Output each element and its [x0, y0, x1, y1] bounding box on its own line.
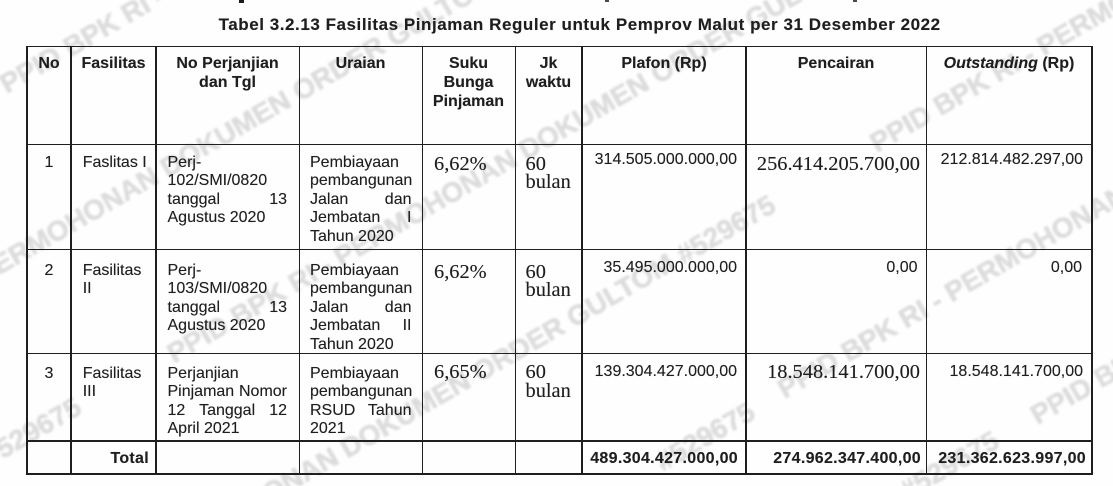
svg-text:PPID BPK RI - PERMOHONAN DOKUM: PPID BPK RI - PERMOHONAN DOKUMEN	[772, 102, 1113, 404]
